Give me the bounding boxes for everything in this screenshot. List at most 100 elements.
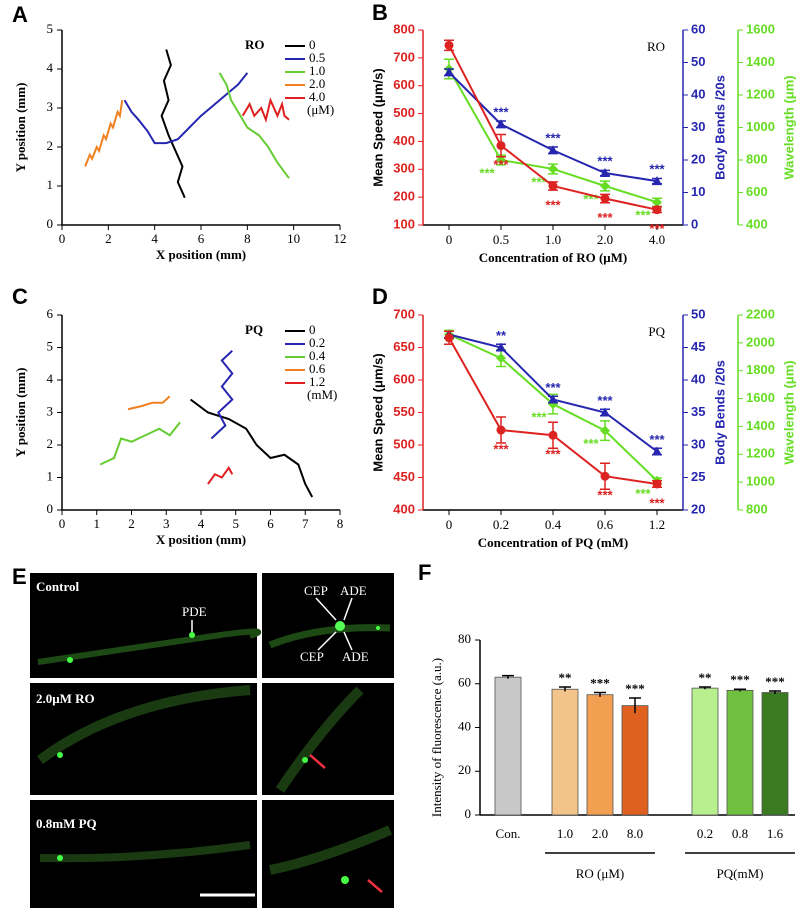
y-tick-label: 500 xyxy=(393,436,415,451)
panel-letter: D xyxy=(372,284,388,309)
y-tick-label: 80 xyxy=(458,631,471,646)
y-tick-label: 50 xyxy=(691,306,705,321)
image-label: 2.0μM RO xyxy=(36,691,95,706)
y-tick-label: 4 xyxy=(47,371,54,386)
y-tick-label: 0 xyxy=(47,216,54,231)
y-axis-label: Wavelength (μm) xyxy=(781,75,796,179)
y-tick-label: 1400 xyxy=(746,54,775,69)
legend-label: 0.4 xyxy=(309,348,326,363)
y-tick-label: 1000 xyxy=(746,474,775,489)
y-tick-label: 50 xyxy=(691,54,705,69)
arrow xyxy=(343,597,353,621)
y-tick-label: 1000 xyxy=(746,119,775,134)
trajectory xyxy=(189,398,314,498)
point xyxy=(652,176,662,186)
x-tick-label: 0.2 xyxy=(493,517,509,532)
y-tick-label: 0 xyxy=(47,501,54,516)
neuron xyxy=(341,876,349,884)
x-tick-label: 1 xyxy=(94,516,101,531)
image-label: 0.8mM PQ xyxy=(36,816,97,831)
x-tick-label: 0.6 xyxy=(597,517,614,532)
bar xyxy=(761,692,789,816)
point xyxy=(548,430,558,440)
significance: *** xyxy=(765,674,785,689)
neuron xyxy=(57,855,63,861)
point xyxy=(652,446,662,456)
arrow xyxy=(315,597,337,621)
y-tick-label: 200 xyxy=(393,189,415,204)
significance: *** xyxy=(590,675,610,690)
y-axis-label: Intensity of fluorescence (a.u.) xyxy=(429,658,444,817)
y-tick-label: 550 xyxy=(393,404,415,419)
panel-letter: E xyxy=(12,564,27,589)
point xyxy=(496,342,506,352)
x-axis-label: Concentration of RO (μM) xyxy=(479,250,628,265)
x-tick-label: 10 xyxy=(287,231,300,246)
neuron xyxy=(57,752,63,758)
y-tick-label: 700 xyxy=(393,306,415,321)
point xyxy=(496,141,506,151)
x-tick-label: 2 xyxy=(105,231,112,246)
panel-letter: C xyxy=(12,284,28,309)
x-tick-label: 1.2 xyxy=(649,517,665,532)
point xyxy=(600,425,610,436)
y-tick-label: 35 xyxy=(691,404,705,419)
group-label: PQ(mM) xyxy=(717,866,764,881)
neuron xyxy=(189,632,195,638)
error-bar xyxy=(769,690,781,695)
worm xyxy=(269,825,392,875)
bar xyxy=(726,689,754,816)
point xyxy=(548,394,558,404)
legend-label: 0 xyxy=(309,37,316,52)
y-axis-label: Mean Speed (μm/s) xyxy=(370,353,385,471)
significance: *** xyxy=(493,105,509,120)
y-tick-label: 60 xyxy=(691,21,705,36)
x-tick-label: 1.0 xyxy=(545,232,561,247)
arrow xyxy=(317,631,337,651)
y-tick-label: 30 xyxy=(691,436,705,451)
neuron xyxy=(67,657,73,663)
significance: ** xyxy=(559,670,572,685)
worm xyxy=(275,686,364,793)
trajectory xyxy=(84,100,124,167)
y-tick-label: 20 xyxy=(691,501,705,516)
significance: *** xyxy=(649,221,665,236)
y-axis-label: Y position (mm) xyxy=(13,83,28,173)
y-axis-label: Body Bends /20s xyxy=(712,360,727,465)
y-tick-label: 300 xyxy=(393,161,415,176)
y-tick-label: 1800 xyxy=(746,362,775,377)
y-tick-label: 800 xyxy=(746,151,768,166)
x-tick-label: 1.0 xyxy=(557,826,573,841)
y-tick-label: 2 xyxy=(47,138,54,153)
significance: *** xyxy=(649,162,665,177)
legend-label: 1.2 xyxy=(309,374,325,389)
neuron xyxy=(376,626,380,630)
point xyxy=(600,407,610,417)
y-tick-label: 25 xyxy=(691,469,705,484)
y-tick-label: 1600 xyxy=(746,21,775,36)
y-tick-label: 2 xyxy=(47,436,54,451)
y-tick-label: 5 xyxy=(47,338,54,353)
y-tick-label: 0 xyxy=(465,806,472,821)
y-tick-label: 4 xyxy=(47,60,54,75)
legend-title: RO xyxy=(245,37,265,52)
y-tick-label: 1400 xyxy=(746,418,775,433)
bar xyxy=(551,688,579,816)
significance: *** xyxy=(545,447,561,462)
trajectory xyxy=(127,395,171,411)
y-tick-label: 3 xyxy=(47,403,54,418)
point xyxy=(548,145,558,155)
group-label: RO (μM) xyxy=(576,866,625,881)
x-tick-label: 0 xyxy=(446,517,453,532)
x-tick-label: 0.4 xyxy=(545,517,562,532)
y-tick-label: 10 xyxy=(691,184,705,199)
x-tick-label: 2.0 xyxy=(597,232,613,247)
y-tick-label: 2000 xyxy=(746,334,775,349)
x-tick-label: 12 xyxy=(334,231,347,246)
y-tick-label: 40 xyxy=(691,371,705,386)
trajectory xyxy=(123,72,249,145)
x-tick-label: 5 xyxy=(233,516,240,531)
bar xyxy=(586,694,614,816)
